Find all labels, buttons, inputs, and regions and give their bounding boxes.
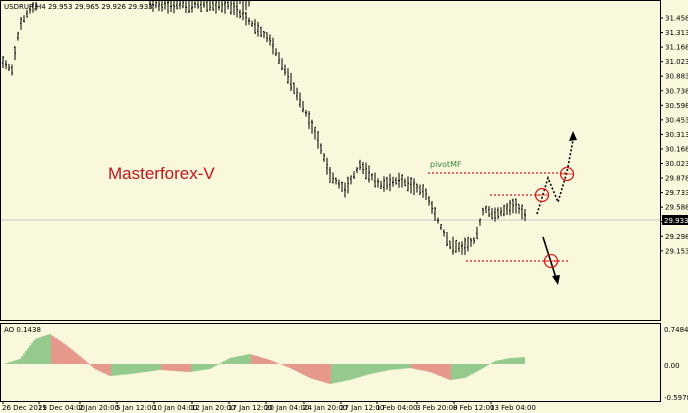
time-tick-label: 17 Jan 12:00 [228, 404, 272, 412]
price-tick-label: 29.588 [665, 204, 688, 212]
forecast-up-path [536, 139, 574, 215]
price-bars [2, 1, 526, 255]
price-tick-label: 31.313 [665, 29, 688, 37]
time-tick-label: 5 Jan 12:00 [116, 404, 156, 412]
time-tick-label: 10 Jan 04:00 [153, 404, 197, 412]
indicator-label: AO 0.1438 [4, 326, 41, 334]
time-tick-label: 1 Feb 04:00 [376, 404, 417, 412]
ao-tick-zero: 0.00 [664, 362, 680, 370]
time-tick-label: 20 Jan 04:00 [265, 404, 309, 412]
indicator-pane[interactable] [0, 323, 661, 402]
target-crosshairs [536, 173, 573, 262]
up-arrow-icon [569, 131, 577, 141]
symbol-header: USDRUR,H4 29.953 29.965 29.926 29.933 [4, 3, 153, 11]
time-tick-label: 24 Jan 20:00 [303, 404, 347, 412]
target-circle-icon [559, 166, 575, 182]
price-tick-label: 31.168 [665, 44, 688, 52]
pivot-levels [428, 172, 570, 262]
time-tick-label: 2 Jan 20:00 [79, 404, 119, 412]
price-tick-label: 29.153 [665, 247, 688, 255]
price-tick-label: 31.023 [665, 58, 688, 66]
current-price-box [662, 215, 688, 225]
time-tick-label: 13 Feb 04:00 [490, 404, 536, 412]
pivot-label: pivotMF [430, 160, 462, 169]
price-tick-label: 30.453 [665, 116, 688, 124]
down-arrow-icon [552, 275, 560, 285]
time-tick-label: 27 Jan 12:00 [340, 404, 384, 412]
price-tick-label: 30.598 [665, 102, 688, 110]
ao-tick-top: 0.7484 [664, 326, 688, 334]
target-circles [534, 166, 575, 269]
price-axis: 31.458 31.313 31.168 31.023 30.883 30.738 30.5… [660, 15, 688, 255]
watermark-text: Masterforex-V [108, 164, 215, 183]
forecast-paths [536, 139, 574, 215]
price-tick-label: 30.738 [665, 87, 688, 95]
price-tick-label: 30.168 [665, 145, 688, 153]
price-tick-label: 29.733 [665, 189, 688, 197]
ao-histogram [5, 334, 525, 384]
ao-tick-bottom: -0.5978 [664, 394, 688, 402]
time-tick-label: 26 Dec 2011 [2, 404, 47, 412]
price-tick-label: 30.883 [665, 73, 688, 81]
target-circle-icon [543, 253, 559, 269]
time-tick-label: 3 Feb 20:00 [416, 404, 457, 412]
price-tick-label: 29.298 [665, 233, 688, 241]
target-circle-icon [534, 187, 550, 203]
time-tick-label: 12 Jan 20:00 [191, 404, 235, 412]
forecast-down-path [542, 236, 557, 279]
time-tick-label: 29 Dec 04:00 [38, 404, 85, 412]
price-tick-label: 30.023 [665, 160, 688, 168]
price-tick-label: 29.878 [665, 175, 688, 183]
time-tick-label: 8 Feb 12:00 [453, 404, 494, 412]
price-tick-label: 31.458 [665, 15, 688, 23]
current-price-label: 29.933 [664, 217, 688, 225]
price-tick-label: 30.313 [665, 131, 688, 139]
price-pane[interactable] [0, 0, 661, 321]
